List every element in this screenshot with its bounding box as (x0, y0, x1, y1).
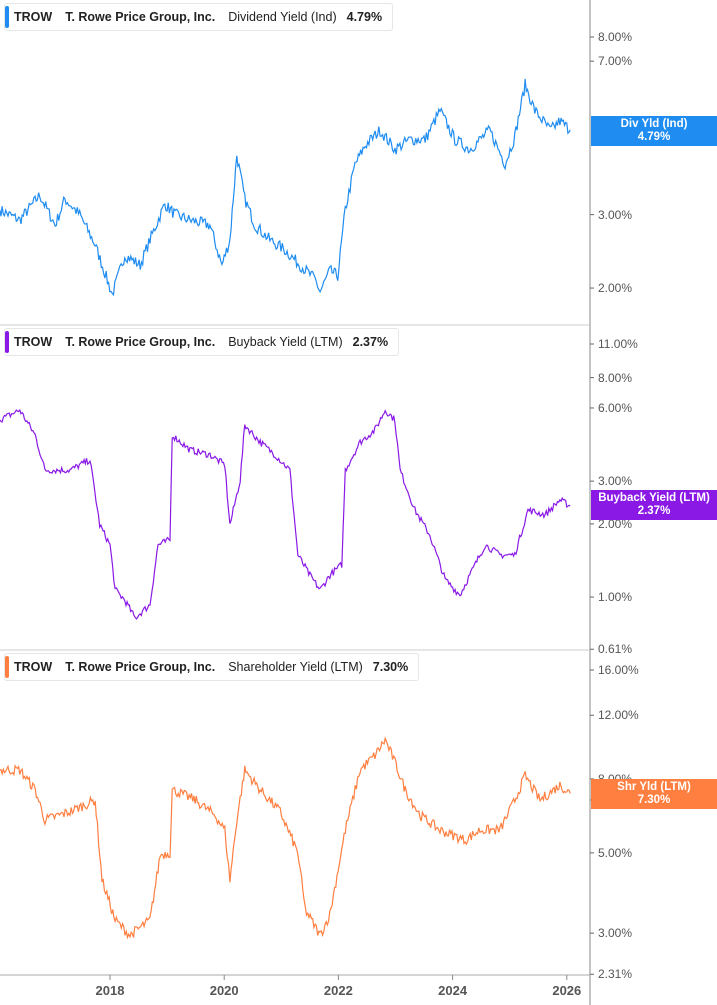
x-tick-label: 2020 (209, 983, 239, 998)
y-tick-label: 2.00% (598, 516, 633, 531)
y-tick-label: 5.00% (598, 845, 633, 860)
legend-color-swatch (5, 331, 9, 353)
y-tick-label: 11.00% (598, 337, 638, 351)
legend-value: 4.79% (346, 10, 383, 24)
x-tick-label: 2024 (438, 983, 468, 998)
tag-label: Div Yld (Ind) (620, 118, 688, 130)
series-line (0, 736, 571, 940)
y-tick-label: 3.00% (598, 474, 633, 489)
tag-value: 2.37% (637, 505, 671, 517)
tag-value: 4.79% (637, 131, 671, 143)
legend-value: 2.37% (352, 335, 389, 349)
legend-color-swatch (5, 6, 9, 28)
legend-ticker: TROW (14, 335, 53, 349)
tag-value: 7.30% (637, 794, 671, 806)
y-tick-label: 3.00% (598, 207, 633, 222)
x-tick-label: 2018 (95, 983, 125, 998)
tag-label: Shr Yld (LTM) (617, 781, 691, 793)
series-line (0, 78, 571, 297)
legend-metric: Dividend Yield (Ind) (228, 10, 337, 24)
legend-company: T. Rowe Price Group, Inc. (65, 660, 216, 674)
x-tick-label: 2022 (323, 983, 353, 998)
x-tick-label: 2026 (552, 983, 582, 998)
y-tick-label: 0.61% (598, 642, 633, 657)
legend: TROW T. Rowe Price Group, Inc. Shareholder… (4, 653, 420, 681)
y-tick-label: 12.00% (598, 708, 639, 723)
legend-company: T. Rowe Price Group, Inc. (65, 335, 216, 349)
y-tick-label: 1.00% (598, 590, 633, 605)
y-tick-label: 2.00% (598, 281, 633, 296)
y-tick-label: 2.31% (598, 967, 633, 982)
tag-label: Buyback Yield (LTM) (598, 492, 710, 504)
y-tick-label: 8.00% (598, 30, 633, 44)
last-value-tag: Buyback Yield (LTM) 2.37% (591, 490, 717, 520)
y-tick-label: 3.00% (598, 926, 633, 941)
legend-company: T. Rowe Price Group, Inc. (65, 10, 216, 24)
last-value-tag: Div Yld (Ind) 4.79% (591, 116, 717, 146)
series-line (0, 408, 571, 620)
last-value-tag: Shr Yld (LTM) 7.30% (591, 779, 717, 809)
legend: TROW T. Rowe Price Group, Inc. Buyback Yie… (4, 328, 400, 356)
legend-value: 7.30% (372, 660, 409, 674)
legend-metric: Buyback Yield (LTM) (228, 335, 343, 349)
legend-ticker: TROW (14, 660, 53, 674)
legend-ticker: TROW (14, 10, 53, 24)
legend-metric: Shareholder Yield (LTM) (228, 660, 363, 674)
y-tick-label: 6.00% (598, 400, 633, 415)
y-tick-label: 16.00% (598, 663, 639, 677)
legend: TROW T. Rowe Price Group, Inc. Dividend Yi… (4, 3, 394, 31)
y-tick-label: 7.00% (598, 54, 633, 69)
y-tick-label: 8.00% (598, 370, 633, 385)
legend-color-swatch (5, 656, 9, 678)
